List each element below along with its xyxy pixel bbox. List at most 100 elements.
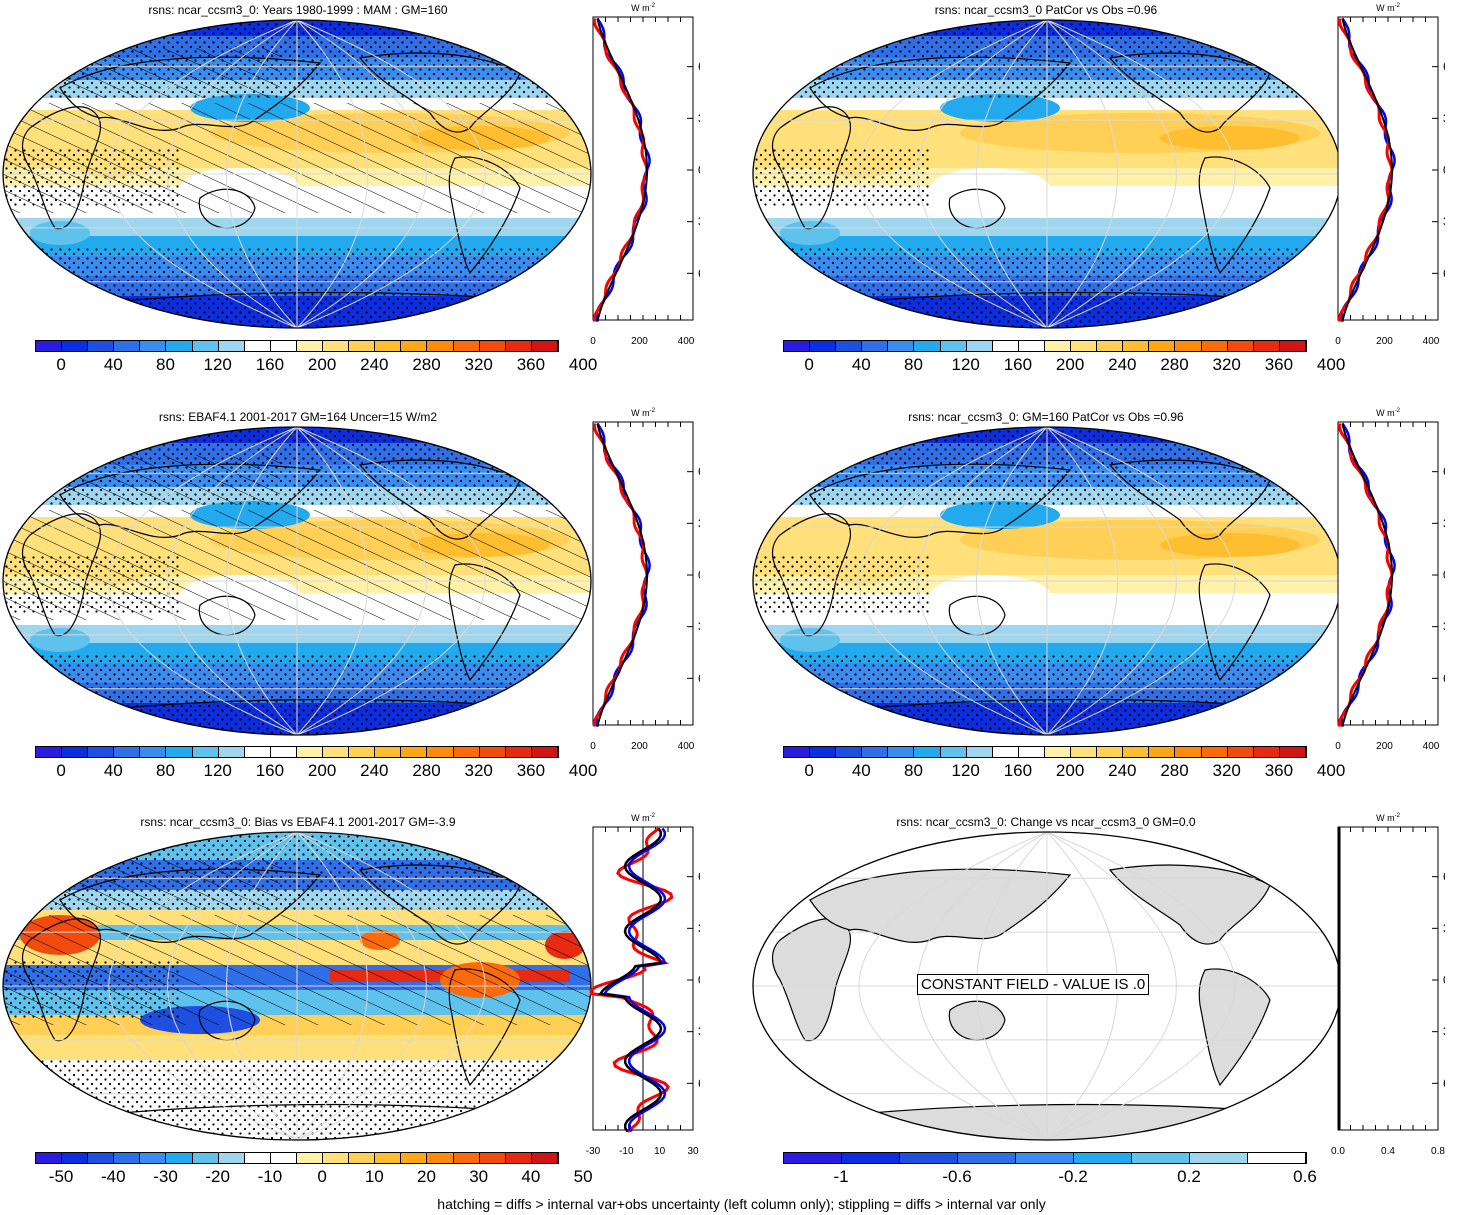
colorbar-swatch xyxy=(810,747,837,757)
colorbar-swatch xyxy=(531,341,558,351)
colorbar-label: 120 xyxy=(203,355,232,374)
longitude-line xyxy=(858,20,1048,328)
longitude-line xyxy=(296,20,486,328)
colorbar-label: 320 xyxy=(464,355,493,374)
colorbar-swatch xyxy=(1044,341,1072,351)
colorbar-label: 80 xyxy=(904,355,923,374)
longitude-line xyxy=(296,832,369,1140)
colorbar-label: 360 xyxy=(1264,355,1294,374)
colorbar-swatch xyxy=(453,1153,480,1163)
colorbar-label: 160 xyxy=(255,355,285,374)
latitude-label: 60N xyxy=(1443,870,1445,884)
hatching xyxy=(20,860,280,910)
colorbar-label: 280 xyxy=(1160,761,1189,780)
longitude-line xyxy=(167,20,298,328)
latitude-label: 0 xyxy=(698,568,700,582)
latitude-label: 60N xyxy=(698,870,700,884)
colorbar-3 xyxy=(35,746,559,758)
profile-units: W m-2 xyxy=(1376,3,1400,13)
colorbar-label: 240 xyxy=(1108,355,1137,374)
latitude-label: 30N xyxy=(698,516,700,530)
colorbar-swatch xyxy=(1227,747,1254,757)
colorbar-1 xyxy=(35,340,559,352)
coastline xyxy=(948,1000,1006,1041)
colorbar-swatch xyxy=(810,341,837,351)
longitude-line xyxy=(975,427,1048,735)
colorbar-swatch xyxy=(1149,341,1176,351)
colorbar-swatch xyxy=(244,1153,271,1163)
latitude-label: 0 xyxy=(1443,973,1445,987)
constant-field-label: CONSTANT FIELD - VALUE IS .0 xyxy=(917,974,1150,995)
colorbar-label: -10 xyxy=(257,1167,283,1186)
colorbar-swatch xyxy=(1175,747,1202,757)
colorbar-swatch xyxy=(914,747,941,757)
colorbar-swatch xyxy=(862,341,889,351)
colorbar-label: 120 xyxy=(951,355,980,374)
colorbar-swatch xyxy=(114,341,141,351)
colorbar-swatch xyxy=(1097,747,1124,757)
field-feature xyxy=(30,628,90,652)
colorbar-swatch xyxy=(166,341,193,351)
field-feature xyxy=(1160,533,1300,557)
longitude-line xyxy=(1046,20,1119,328)
x-tick-label: 0.8 xyxy=(1431,1146,1445,1157)
colorbar-swatch xyxy=(192,1153,219,1163)
latitude-label: 30N xyxy=(1443,111,1445,125)
latitude-label: 0 xyxy=(698,163,700,177)
x-tick-label: 400 xyxy=(1423,336,1440,347)
latitude-label: 0 xyxy=(1443,568,1445,582)
model-line xyxy=(1341,18,1393,322)
map-frame xyxy=(2,831,592,1141)
latitude-label: 60S xyxy=(698,1076,700,1090)
latitude-label: 30S xyxy=(1443,215,1445,229)
colorbar-label: 0 xyxy=(804,355,814,374)
colorbar-label: 280 xyxy=(412,355,441,374)
x-tick-label: 0 xyxy=(1335,336,1341,347)
colorbar-swatch xyxy=(453,747,480,757)
field-feature xyxy=(780,221,840,245)
colorbar-swatch xyxy=(349,1153,376,1163)
x-tick-label: 400 xyxy=(1423,741,1440,752)
colorbar-swatch xyxy=(888,341,915,351)
colorbar-label: 400 xyxy=(568,761,598,780)
x-tick-label: -30 xyxy=(586,1146,601,1157)
colorbar-label: 240 xyxy=(360,761,389,780)
longitude-line xyxy=(167,832,298,1140)
colorbar-swatch xyxy=(166,1153,193,1163)
colorbar-swatch xyxy=(1074,1153,1132,1163)
colorbar-label: 0 xyxy=(804,761,814,780)
colorbar-label: 0.2 xyxy=(1177,1167,1201,1186)
x-tick-label: 200 xyxy=(631,336,648,347)
latitude-label: 0 xyxy=(1443,163,1445,177)
longitude-line xyxy=(858,832,1048,1140)
zonal-profile-5: W m-2 60N 30N 0 30S 60S -30 -10 10 30 xyxy=(586,813,700,1157)
colorbar-swatch xyxy=(1248,1153,1306,1163)
latitude-label: 30N xyxy=(1443,921,1445,935)
colorbar-swatch xyxy=(349,341,376,351)
colorbar-swatch xyxy=(88,341,115,351)
latitude-label: 60N xyxy=(698,465,700,479)
colorbar-label: 400 xyxy=(568,355,598,374)
colorbar-label: 280 xyxy=(1160,355,1189,374)
colorbar-label: 400 xyxy=(1316,355,1346,374)
colorbar-swatch xyxy=(479,747,506,757)
colorbar-swatch xyxy=(114,1153,141,1163)
colorbar-label: 0 xyxy=(56,355,66,374)
colorbar-label: 240 xyxy=(360,355,389,374)
profile-frame xyxy=(1337,16,1439,321)
longitude-line xyxy=(108,832,298,1140)
colorbar-swatch xyxy=(36,341,63,351)
colorbar-swatch xyxy=(244,341,271,351)
other-line xyxy=(602,827,667,1133)
colorbar-swatch xyxy=(836,341,863,351)
colorbar-label: 160 xyxy=(1003,761,1033,780)
colorbar-swatch xyxy=(1253,747,1280,757)
map-panel-5 xyxy=(2,831,592,1141)
colorbar-swatch xyxy=(1175,341,1202,351)
coastline xyxy=(948,188,1006,229)
colorbar-label: 280 xyxy=(412,761,441,780)
latitude-label: 30N xyxy=(698,111,700,125)
zonal-profile-1: W m-2 60N 30N 0 30S 60S 0 200 400 xyxy=(590,3,700,347)
longitude-line xyxy=(225,20,298,328)
colorbar-label: -40 xyxy=(101,1167,126,1186)
